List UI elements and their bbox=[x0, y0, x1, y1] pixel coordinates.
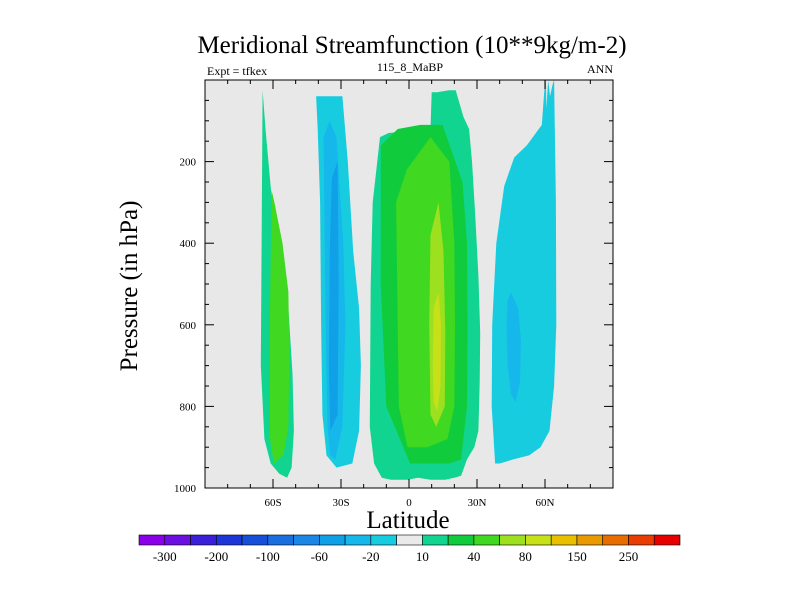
left-string: Expt = tfkex bbox=[207, 64, 267, 78]
colorbar-label: 150 bbox=[567, 549, 587, 564]
colorbar-swatch bbox=[550, 534, 578, 546]
colorbar-swatch bbox=[396, 534, 423, 546]
colorbar-swatch bbox=[499, 534, 526, 546]
colorbar-swatch bbox=[576, 534, 604, 546]
colorbar-label: 80 bbox=[519, 549, 532, 564]
s-high-lat-cell-contour bbox=[269, 190, 290, 464]
y-tick-label: 200 bbox=[180, 157, 197, 169]
chart-title: Meridional Streamfunction (10**9kg/m-2) bbox=[197, 32, 626, 59]
y-axis: 200 400 600 800 1000 bbox=[174, 79, 613, 495]
colorbar-label: -100 bbox=[256, 549, 280, 564]
contour-layer bbox=[260, 80, 557, 480]
x-tick-label: 30N bbox=[468, 497, 487, 509]
colorbar-swatch bbox=[422, 534, 449, 546]
colorbar-swatch bbox=[473, 534, 500, 546]
colorbar-swatch bbox=[370, 534, 397, 546]
colorbar-swatch bbox=[241, 534, 269, 546]
center-string: 115_8_MaBP bbox=[377, 60, 444, 74]
colorbar-swatch bbox=[293, 534, 320, 546]
s-ferrel-cell-contour bbox=[328, 161, 339, 431]
colorbar-swatch bbox=[447, 534, 475, 546]
colorbar-label: -200 bbox=[204, 549, 228, 564]
x-tick-label: 0 bbox=[406, 497, 412, 509]
y-tick-label: 400 bbox=[180, 238, 197, 250]
colorbar-swatch bbox=[138, 534, 166, 546]
colorbar-label: 40 bbox=[467, 549, 480, 564]
right-string: ANN bbox=[587, 62, 613, 76]
colorbar-label: 10 bbox=[416, 549, 429, 564]
y-tick-label: 1000 bbox=[174, 483, 197, 495]
colorbar-swatch bbox=[628, 534, 655, 546]
colorbar: -300 -200 -100 -60 -20 10 40 80 150 250 bbox=[138, 534, 681, 564]
colorbar-swatch bbox=[215, 534, 243, 546]
colorbar-swatch bbox=[319, 534, 346, 546]
x-tick-label: 60N bbox=[536, 497, 555, 509]
colorbar-label: 250 bbox=[619, 549, 639, 564]
colorbar-swatch bbox=[602, 534, 629, 546]
tropical-cell-contour bbox=[432, 292, 441, 411]
colorbar-swatch bbox=[267, 534, 294, 546]
colorbar-swatch bbox=[525, 534, 552, 546]
colorbar-swatch bbox=[164, 534, 191, 546]
colorbar-label: -20 bbox=[362, 549, 379, 564]
x-tick-label: 30S bbox=[332, 497, 349, 509]
y-axis-title: Pressure (in hPa) bbox=[116, 201, 143, 372]
y-tick-label: 800 bbox=[180, 401, 197, 413]
tropical-cell-contour bbox=[396, 137, 455, 448]
y-tick-label: 600 bbox=[180, 320, 197, 332]
n-ferrel-cell-contour bbox=[506, 292, 521, 403]
x-axis: 60S 30S 0 30N 60N bbox=[204, 80, 614, 509]
colorbar-swatch bbox=[653, 534, 681, 546]
colorbar-label: -60 bbox=[311, 549, 328, 564]
colorbar-label: -300 bbox=[153, 549, 177, 564]
x-axis-title: Latitude bbox=[366, 507, 449, 534]
colorbar-swatch bbox=[190, 534, 217, 546]
x-tick-label: 60S bbox=[264, 497, 281, 509]
colorbar-swatch bbox=[344, 534, 372, 546]
